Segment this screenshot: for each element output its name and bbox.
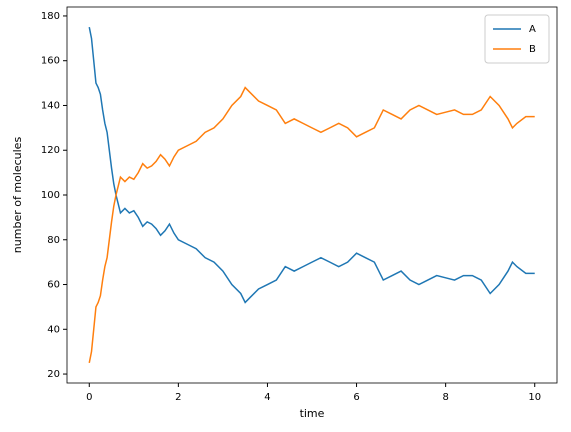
y-axis-label: number of molecules (11, 137, 24, 254)
plot-frame (66, 6, 558, 384)
y-tick-label: 80 (47, 235, 60, 246)
series-line (88, 86, 535, 364)
x-tick-label: 8 (442, 392, 448, 403)
y-tick-label: 120 (41, 145, 60, 156)
legend-label: A (529, 24, 536, 35)
legend-label: B (529, 44, 536, 55)
x-axis-label: time (300, 407, 325, 420)
series-line (88, 26, 535, 304)
y-tick-label: 20 (47, 369, 60, 380)
y-tick-label: 180 (41, 11, 60, 22)
x-tick-label: 4 (264, 392, 270, 403)
x-tick-label: 2 (175, 392, 181, 403)
x-tick-label: 10 (528, 392, 541, 403)
x-tick-label: 6 (353, 392, 359, 403)
legend-box (484, 14, 550, 64)
x-tick-label: 0 (86, 392, 92, 403)
y-tick-label: 140 (41, 100, 60, 111)
y-tick-label: 60 (47, 280, 60, 291)
y-tick-label: 160 (41, 56, 60, 67)
y-tick-label: 40 (47, 324, 60, 335)
y-tick-label: 100 (41, 190, 60, 201)
